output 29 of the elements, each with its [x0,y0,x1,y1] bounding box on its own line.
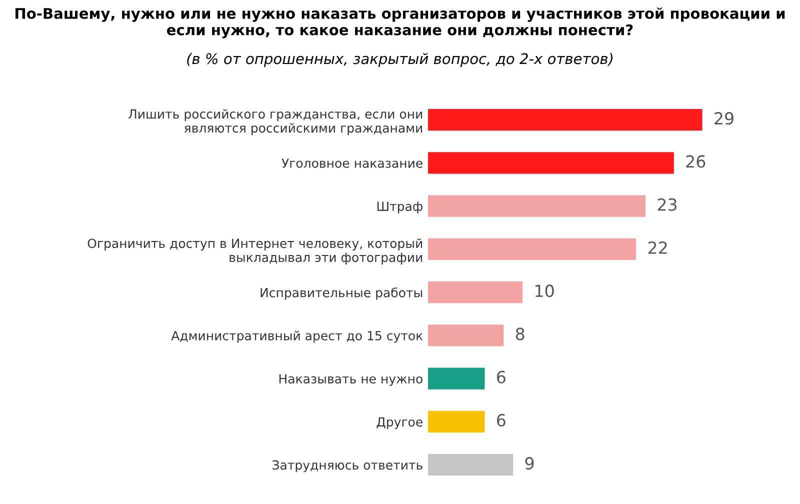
bar [428,195,646,217]
bar [428,368,485,390]
data-label: 6 [497,370,506,384]
y-tick-label: Административный арест до 15 суток [171,330,423,343]
data-label: 23 [658,198,677,211]
bar [428,238,636,260]
chart-subtitle: (в % от опрошенных, закрытый вопрос, до 2-х ответов) [187,52,612,68]
bar [428,410,485,432]
data-label: 26 [686,155,706,168]
y-tick-label: Штраф [377,202,422,214]
y-tick-label: Другое [376,417,422,430]
data-label: 29 [714,112,734,125]
bar [428,282,523,304]
y-tick-label: Лишить российского гражданства, если они являются российскими гражданами [128,109,422,136]
data-label: 22 [648,241,667,254]
chart-title: По-Вашему, нужно или не нужно наказать организаторов и участников этой провокации и если нужно, то какое наказание они должны понести? [16,8,785,38]
y-tick-label: Уголовное наказание [282,158,422,168]
bar [428,109,702,131]
y-tick-label: Ограничить доступ в Интернет человеку, который выкладывал эти фотографии [88,238,422,264]
data-label: 10 [536,284,554,298]
data-label: 8 [516,328,524,340]
bar [428,454,514,476]
y-tick-label: Исправительные работы [260,287,422,300]
bar [428,152,674,174]
y-tick-label: Наказывать не нужно [279,374,422,386]
y-tick-label: Затрудняюсь ответить [272,460,422,472]
bar [428,324,504,346]
data-label: 6 [497,414,506,427]
data-label: 9 [525,457,534,470]
